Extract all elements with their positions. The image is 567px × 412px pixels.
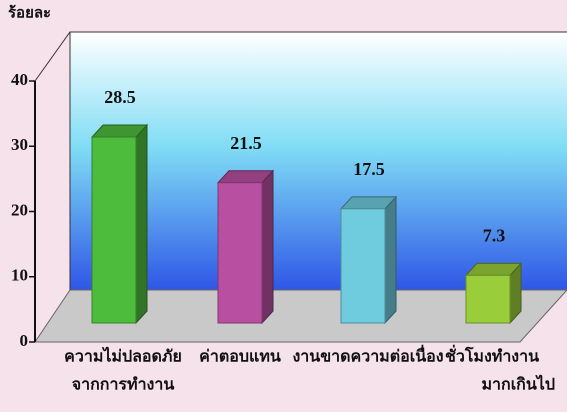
value-label: 7.3 bbox=[483, 225, 506, 245]
x-tick-label: มากเกินไป bbox=[481, 375, 555, 394]
value-label: 28.5 bbox=[104, 87, 136, 107]
back-wall bbox=[70, 32, 567, 290]
bar bbox=[217, 182, 263, 324]
bar-side bbox=[384, 195, 397, 325]
bar bbox=[91, 136, 137, 324]
y-tick-label: 10 bbox=[11, 266, 28, 285]
x-tick-label: ชั่วโมงทำงาน bbox=[445, 345, 539, 366]
value-label: 17.5 bbox=[353, 159, 385, 179]
x-tick-label: ค่าตอบแทน bbox=[199, 349, 281, 366]
y-tick-label: 30 bbox=[11, 135, 28, 154]
value-label: 21.5 bbox=[230, 133, 262, 153]
bar-side bbox=[135, 123, 148, 325]
bar bbox=[465, 274, 511, 324]
bar-side bbox=[261, 169, 274, 325]
y-tick-label: 40 bbox=[11, 70, 28, 89]
x-tick-label: งานขาดความต่อเนื่อง bbox=[292, 345, 443, 366]
y-tick-label: 0 bbox=[20, 331, 29, 350]
x-tick-label: ความไม่ปลอดภัย bbox=[64, 347, 182, 366]
y-axis-label: ร้อยละ bbox=[8, 4, 51, 21]
side-wall bbox=[35, 32, 70, 342]
y-tick-label: 20 bbox=[11, 200, 28, 219]
x-tick-label: จากการทำงาน bbox=[72, 376, 175, 394]
bar bbox=[340, 208, 386, 324]
floor bbox=[34, 289, 567, 343]
